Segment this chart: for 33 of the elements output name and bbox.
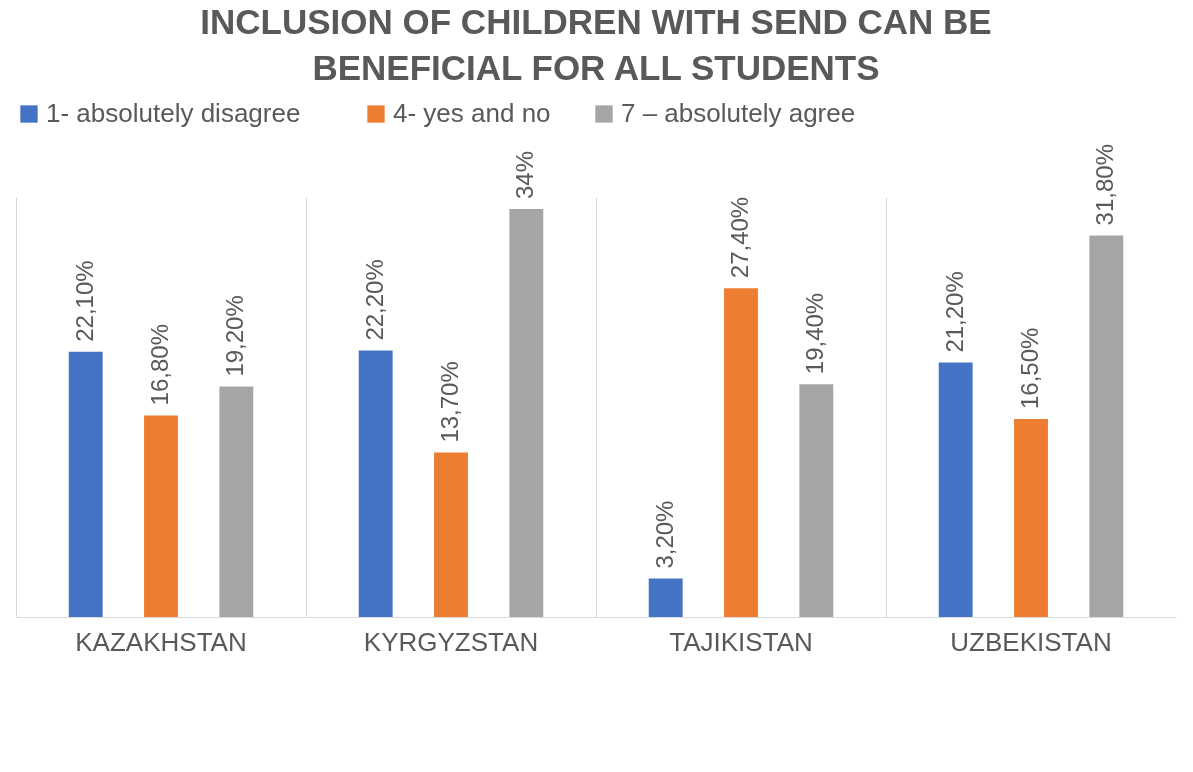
bar (724, 288, 758, 617)
bar (1014, 419, 1048, 617)
bar (1089, 235, 1124, 617)
data-label: 3,20% (650, 500, 678, 569)
bar (509, 209, 544, 617)
data-label: 34% (511, 150, 539, 199)
x-tick-label: TAJIKISTAN (669, 626, 813, 657)
legend-label: 7 – absolutely agree (621, 98, 856, 128)
data-label: 19,40% (801, 292, 829, 375)
bar (219, 386, 254, 617)
data-label: 22,10% (70, 260, 98, 342)
bar (358, 350, 393, 617)
bar (434, 452, 468, 617)
data-label: 19,20% (221, 295, 249, 377)
data-label: 22,20% (360, 259, 388, 341)
bar (68, 351, 103, 617)
data-label: 16,50% (1016, 327, 1043, 409)
x-tick-label: UZBEKISTAN (950, 626, 1112, 657)
text: INCLUSION OF CHILDREN WITH SEND CAN BE (200, 2, 992, 41)
bar (938, 362, 973, 617)
data-label: 31,80% (1091, 143, 1119, 226)
data-label: 21,20% (940, 271, 968, 353)
bar (144, 415, 178, 617)
x-tick-label: KYRGYZSTAN (363, 626, 539, 657)
bar (799, 384, 834, 617)
data-label: 27,40% (726, 196, 753, 279)
data-label: 13,70% (436, 361, 463, 443)
data-label: 16,80% (146, 323, 173, 406)
legend-label: 4- yes and no (393, 98, 551, 128)
legend-label: 1- absolutely disagree (46, 98, 301, 128)
text: BENEFICIAL FOR ALL STUDENTS (312, 48, 880, 87)
bar (648, 578, 683, 617)
x-tick-label: KAZAKHSTAN (75, 626, 247, 657)
